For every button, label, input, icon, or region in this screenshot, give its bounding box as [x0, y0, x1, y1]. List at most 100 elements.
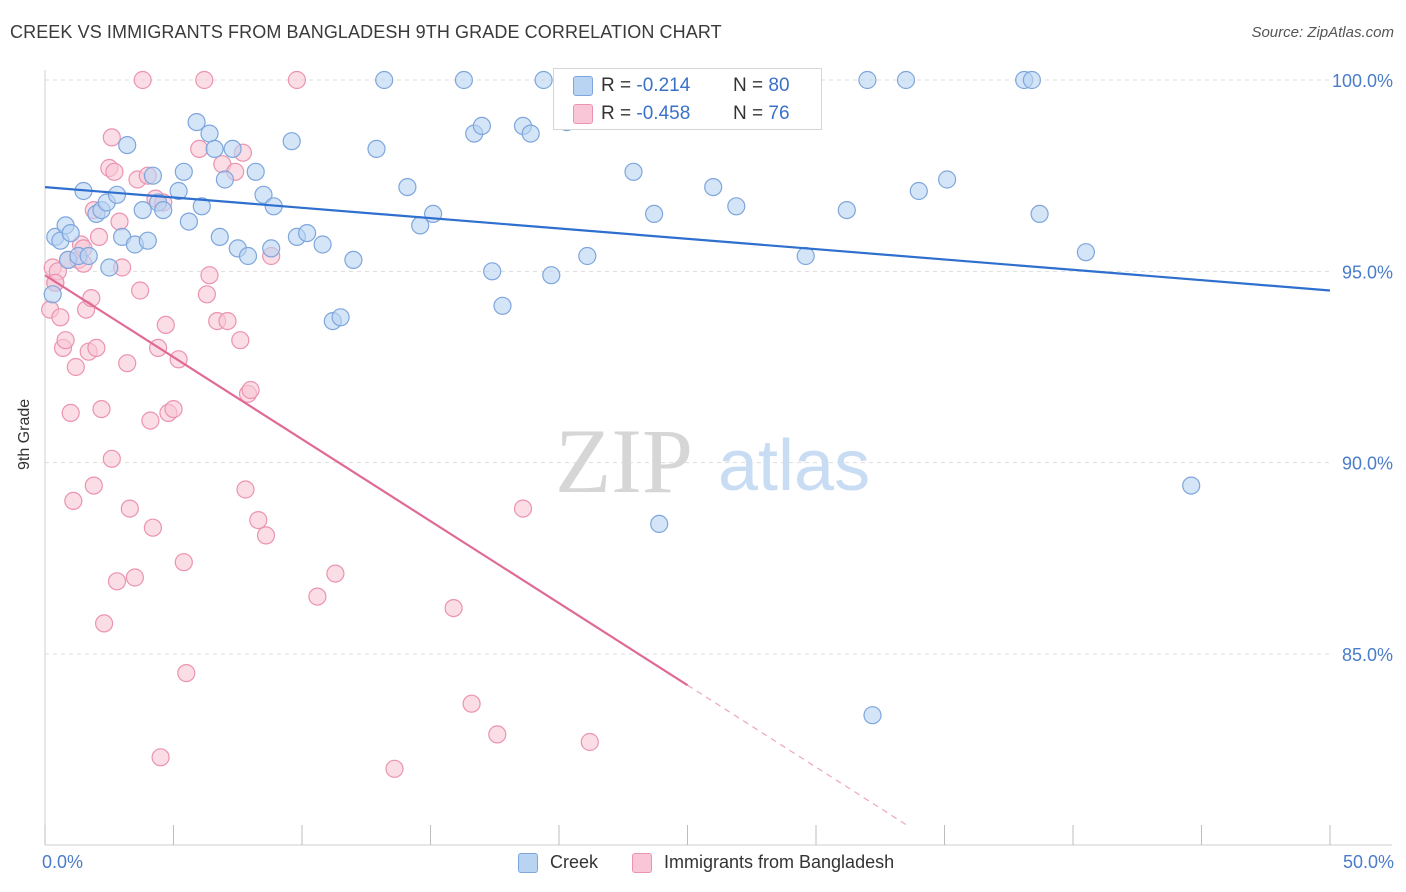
creek-point — [727, 197, 746, 216]
creek-point — [174, 162, 193, 181]
bangladesh-point — [218, 312, 237, 331]
bangladesh-point — [488, 725, 507, 744]
bangladesh-point — [190, 139, 209, 158]
legend-n-label: N = — [733, 103, 764, 124]
bangladesh-point — [444, 598, 463, 618]
y-tick-label: 100.0% — [1332, 71, 1393, 91]
y-tick-label: 90.0% — [1342, 454, 1393, 474]
bangladesh-point — [125, 568, 144, 587]
legend-r-label: R = — [601, 103, 632, 124]
bangladesh-point — [256, 526, 276, 545]
bangladesh-point — [118, 354, 137, 373]
creek-point — [107, 185, 127, 204]
creek-point — [1030, 204, 1049, 223]
creek-point — [344, 250, 363, 269]
bangladesh-point — [133, 70, 152, 90]
x-tick-label-min: 0.0% — [42, 852, 84, 872]
watermark-zip: ZIP — [555, 410, 693, 512]
legend-r-value-bangladesh: -0.458 — [636, 103, 691, 124]
bangladesh-point — [308, 587, 327, 606]
creek-point — [154, 201, 173, 220]
bangladesh-swatch — [573, 104, 593, 124]
bangladesh-point — [141, 411, 160, 430]
creek-point — [282, 132, 301, 151]
creek-swatch — [573, 76, 593, 96]
creek-point — [215, 170, 234, 189]
creek-point — [796, 246, 815, 266]
bangladesh-point — [580, 732, 599, 752]
trend-lines — [44, 186, 1331, 827]
y-tick-label: 95.0% — [1342, 262, 1393, 282]
legend-label-creek: Creek — [550, 852, 599, 872]
creek-point — [179, 212, 198, 231]
creek-point — [483, 262, 502, 281]
creek-legend-swatch — [518, 852, 538, 873]
creek-point — [169, 181, 188, 201]
chart-source: Source: ZipAtlas.com — [1251, 24, 1394, 41]
trend-line — [44, 274, 689, 687]
watermark-atlas: atlas — [718, 426, 870, 506]
y-tick-label: 85.0% — [1342, 645, 1393, 665]
bangladesh-point — [195, 70, 214, 90]
creek-point — [837, 201, 856, 220]
creek-point — [192, 197, 211, 216]
bangladesh-point — [102, 128, 121, 147]
creek-point — [1076, 243, 1096, 262]
creek-point — [472, 116, 491, 136]
bangladesh-point — [105, 162, 124, 181]
creek-point — [331, 308, 350, 327]
legend-r-label: R = — [601, 75, 632, 96]
bangladesh-point — [61, 403, 80, 422]
bangladesh-point — [94, 614, 114, 633]
creek-point — [246, 162, 265, 181]
legend-r-value-creek: -0.214 — [636, 75, 691, 96]
creek-point — [205, 139, 224, 158]
legend-label-bangladesh: Immigrants from Bangladesh — [664, 852, 895, 872]
creek-point — [187, 112, 206, 132]
legend-item-creek: Creek — [518, 852, 598, 873]
creek-point — [704, 178, 723, 197]
creek-point — [1182, 476, 1201, 495]
creek-point — [43, 285, 62, 304]
bangladesh-point — [156, 315, 175, 334]
bangladesh-legend-swatch — [632, 852, 652, 873]
creek-point — [624, 162, 643, 181]
bangladesh-point — [462, 694, 481, 713]
bangladesh-point — [110, 212, 129, 231]
legend-n-value-creek: 80 — [768, 75, 790, 96]
bangladesh-point — [143, 518, 162, 537]
creek-point — [863, 706, 882, 725]
bangladesh-point — [107, 572, 127, 591]
bangladesh-point — [249, 510, 268, 530]
creek-point — [210, 227, 229, 246]
x-tick-label-max: 50.0% — [1342, 852, 1394, 872]
bangladesh-point — [64, 491, 83, 510]
bangladesh-point — [66, 357, 85, 377]
creek-point — [534, 70, 553, 90]
creek-point — [79, 246, 98, 266]
creek-point — [521, 124, 540, 143]
creek-point — [138, 231, 157, 250]
creek-point — [493, 296, 512, 315]
creek-point — [238, 246, 258, 266]
creek-point — [223, 139, 242, 158]
bangladesh-point — [89, 227, 109, 246]
bangladesh-point — [164, 400, 183, 419]
creek-point — [375, 70, 394, 90]
creek-point — [937, 170, 957, 189]
creek-point — [896, 70, 916, 90]
creek-point — [200, 124, 219, 143]
creek-point — [542, 266, 561, 285]
creek-point — [143, 166, 162, 185]
creek-point — [858, 70, 877, 90]
bangladesh-point — [174, 553, 193, 572]
creek-point — [578, 246, 597, 266]
legend-n-label: N = — [733, 75, 764, 96]
bangladesh-point — [326, 564, 345, 583]
bangladesh-point — [102, 449, 121, 468]
creek-point — [454, 70, 473, 90]
bangladesh-point — [385, 759, 404, 778]
bangladesh-point — [287, 70, 306, 90]
bangladesh-point — [231, 331, 250, 350]
